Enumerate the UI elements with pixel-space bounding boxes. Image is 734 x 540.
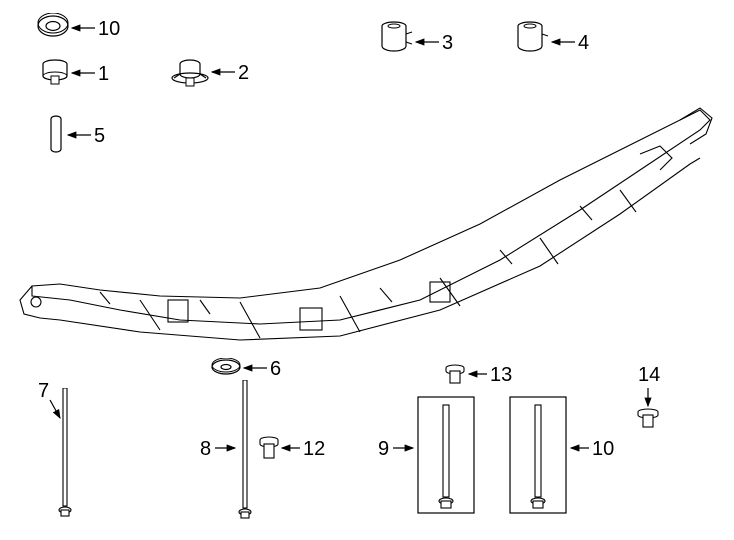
callout-9: 9 [378, 438, 389, 461]
callout-4: 4 [578, 32, 589, 55]
callout-7: 7 [38, 380, 49, 403]
callout-12: 12 [303, 438, 325, 461]
callout-10: 10 [592, 438, 614, 461]
callout-8: 8 [200, 438, 211, 461]
callout-arrows [0, 0, 734, 540]
callout-13: 13 [490, 364, 512, 387]
callout-2: 2 [238, 62, 249, 85]
callout-3: 3 [442, 32, 453, 55]
callout-11: 10 [98, 18, 120, 41]
callout-5: 5 [94, 125, 105, 148]
callout-1: 1 [98, 63, 109, 86]
callout-6: 6 [270, 358, 281, 381]
callout-14: 14 [638, 364, 660, 387]
